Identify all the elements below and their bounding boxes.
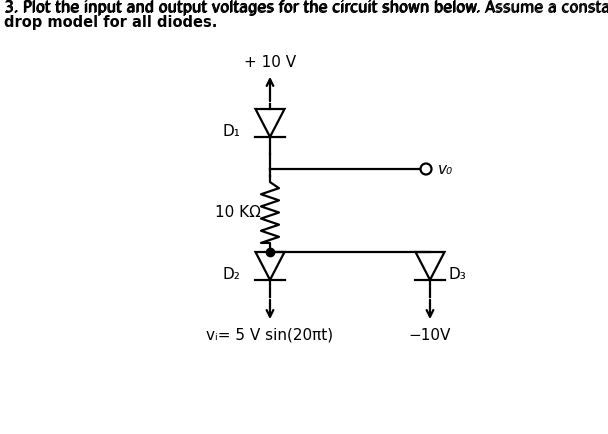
Text: 3. Plot the input and output voltages for the circuit shown below. Assume a cons: 3. Plot the input and output voltages fo… [4,1,608,16]
Text: 3. Plot the input and output voltages for the circuit shown below. Assume a cons: 3. Plot the input and output voltages fo… [5,0,608,15]
Text: D₂: D₂ [222,267,240,282]
Text: drop model for all diodes.: drop model for all diodes. [4,15,218,30]
Text: −10V: −10V [409,328,451,343]
Text: 3. Plot the input and output voltages for the circuit shown below.: 3. Plot the input and output voltages fo… [5,0,486,15]
Text: 10 KΩ: 10 KΩ [215,205,261,220]
Text: D₁: D₁ [222,124,240,139]
Text: vᵢ= 5 V sin(20πt): vᵢ= 5 V sin(20πt) [207,328,334,343]
Text: D₃: D₃ [448,267,466,282]
Text: v₀: v₀ [438,161,453,177]
Text: + 10 V: + 10 V [244,55,296,70]
